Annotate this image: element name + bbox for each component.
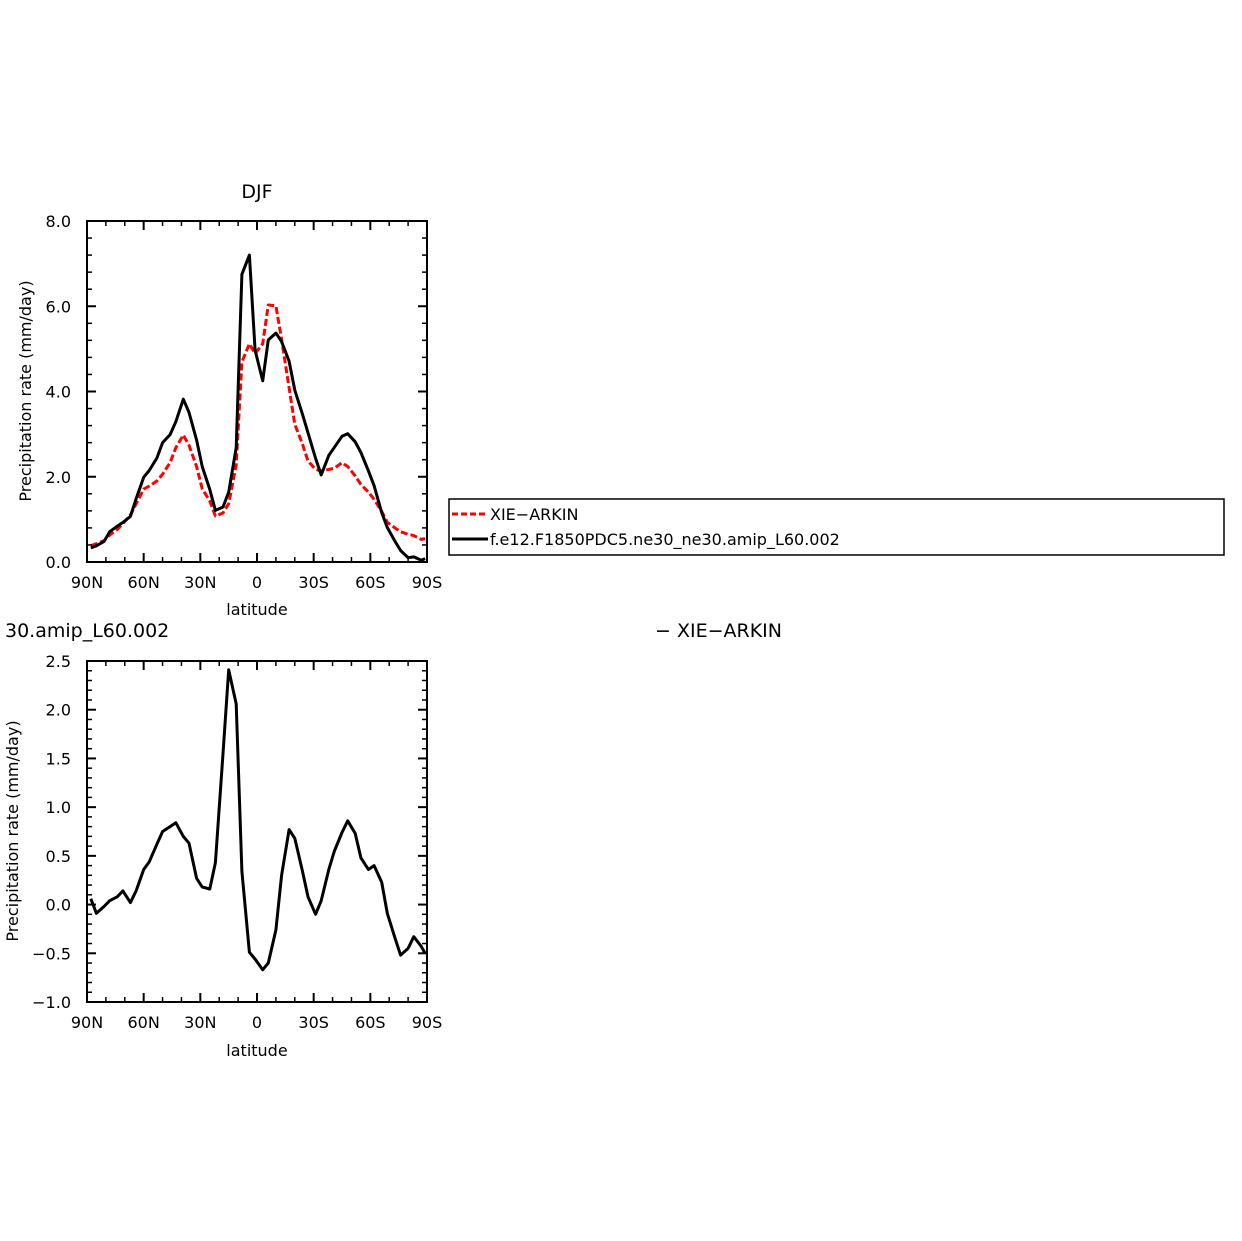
plot-frame: [86, 660, 428, 1003]
y-axis-title: Precipitation rate (mm/day): [16, 280, 35, 501]
y-tick-label: −0.5: [32, 944, 71, 963]
y-tick-label: 4.0: [46, 383, 71, 402]
y-tick-label: 0.5: [46, 847, 71, 866]
y-tick-label: 2.5: [46, 652, 71, 671]
x-tick-label: 90S: [412, 573, 443, 592]
chart-title: DJF: [241, 181, 272, 203]
y-axis-title: Precipitation rate (mm/day): [3, 720, 22, 941]
x-tick-label: 60S: [355, 573, 386, 592]
x-tick-label: 0: [252, 1013, 262, 1032]
legend-label-model: f.e12.F1850PDC5.ne30_ne30.amip_L60.002: [490, 530, 840, 550]
difference-chart: 30.amip_L60.002 − XIE−ARKIN 90N 60N 30N 0 30…: [3, 620, 782, 1060]
series-line-1: [90, 253, 426, 562]
y-tick-label: 6.0: [46, 297, 71, 316]
chart-title-left: 30.amip_L60.002: [5, 620, 169, 642]
x-tick-label: 30N: [184, 573, 216, 592]
series-line-0: [89, 668, 427, 972]
plot-frame: [86, 220, 428, 563]
series-line-0: [90, 303, 426, 548]
y-tick-label: 2.0: [46, 468, 71, 487]
x-tick-label: 0: [252, 573, 262, 592]
y-tick-label: 1.5: [46, 749, 71, 768]
x-tick-label: 90N: [71, 1013, 103, 1032]
series-group: [89, 668, 427, 972]
x-tick-label: 30S: [298, 573, 329, 592]
y-tick-label: 1.0: [46, 798, 71, 817]
legend-box: [448, 498, 1225, 556]
legend-label-xie-arkin: XIE−ARKIN: [490, 505, 578, 524]
djf-chart: DJF 90N 60N 30N 0 30S 60S 90S 0.0 2.0 4.0 6.0 8.0 l…: [16, 181, 1225, 619]
chart-title-right: − XIE−ARKIN: [655, 620, 782, 642]
x-tick-label: 90N: [71, 573, 103, 592]
x-tick-label: 60N: [128, 573, 160, 592]
y-tick-label: −1.0: [32, 993, 71, 1012]
x-axis-title: latitude: [226, 1041, 287, 1060]
y-tick-label: 8.0: [46, 212, 71, 231]
series-group: [90, 253, 426, 562]
x-tick-label: 60N: [128, 1013, 160, 1032]
y-tick-label: 0.0: [46, 553, 71, 572]
y-tick-label: 0.0: [46, 896, 71, 915]
legend: XIE−ARKIN f.e12.F1850PDC5.ne30_ne30.amip…: [448, 498, 1225, 556]
y-tick-label: 2.0: [46, 701, 71, 720]
x-axis-title: latitude: [226, 600, 287, 619]
x-tick-label: 30N: [184, 1013, 216, 1032]
x-tick-label: 30S: [298, 1013, 329, 1032]
x-tick-label: 90S: [412, 1013, 443, 1032]
x-tick-label: 60S: [355, 1013, 386, 1032]
